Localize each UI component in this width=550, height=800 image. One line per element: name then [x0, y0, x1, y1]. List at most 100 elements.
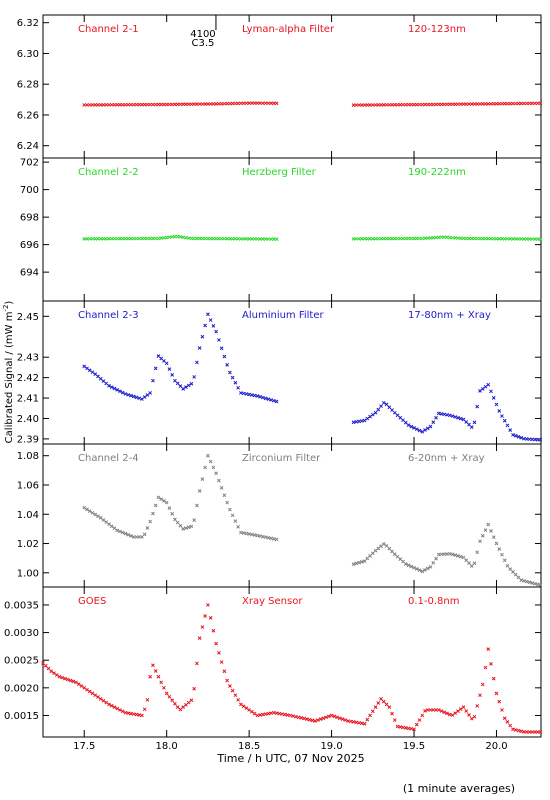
data-point [90, 691, 95, 696]
data-point [494, 236, 499, 241]
data-point [425, 708, 430, 712]
data-point [181, 102, 186, 107]
data-point [478, 102, 482, 106]
data-point [511, 237, 515, 241]
data-point [255, 101, 260, 106]
data-point [236, 385, 240, 390]
data-point [184, 102, 188, 107]
data-point [508, 101, 513, 106]
data-point [153, 503, 158, 508]
data-point [93, 512, 98, 517]
data-point [109, 102, 114, 107]
data-point [519, 578, 524, 582]
data-point [439, 411, 444, 416]
data-point [219, 346, 224, 351]
data-point [337, 716, 342, 721]
data-point [79, 684, 84, 688]
data-point [376, 103, 381, 107]
data-point [434, 415, 438, 420]
data-point [153, 102, 158, 107]
data-point [252, 533, 257, 537]
data-point [357, 560, 361, 565]
channel-label: Channel 2-2 [78, 167, 139, 178]
data-point [137, 396, 142, 401]
panel-channel-2-3: 2.39 2.40 2.41 2.42 2.43 2.45 Channel 2-3 Alumi… [17, 300, 543, 445]
data-point [458, 554, 463, 559]
data-point [398, 415, 403, 420]
data-point [252, 393, 257, 398]
data-point [486, 382, 491, 387]
data-point [175, 705, 180, 710]
data-point [126, 392, 131, 397]
data-point [373, 236, 378, 241]
data-point [112, 102, 117, 107]
data-point [219, 486, 224, 490]
data-point [140, 713, 144, 718]
data-point [151, 236, 155, 241]
data-point [272, 537, 276, 541]
data-point [519, 729, 524, 734]
data-point [332, 714, 337, 719]
data-point [508, 567, 513, 571]
data-point [351, 720, 356, 724]
data-point [250, 709, 254, 714]
data-point [244, 706, 249, 710]
data-point [362, 103, 367, 107]
data-point [445, 102, 449, 107]
data-point [538, 101, 543, 106]
data-point [261, 395, 265, 400]
data-point [365, 416, 370, 421]
data-point [409, 564, 414, 569]
data-point [244, 237, 249, 241]
data-point [329, 713, 334, 718]
data-point [208, 459, 213, 464]
data-point [409, 102, 414, 107]
data-point [359, 236, 364, 241]
data-point [464, 102, 469, 106]
data-point [156, 354, 161, 359]
data-point [241, 391, 246, 396]
data-point [390, 236, 394, 241]
data-point [85, 236, 89, 241]
panel-channel-2-2-series [82, 234, 543, 241]
data-point [131, 535, 136, 539]
data-point [351, 103, 356, 107]
data-point [533, 101, 537, 106]
data-point [527, 580, 532, 585]
data-point [87, 368, 92, 373]
data-point [453, 415, 458, 419]
data-point [296, 715, 301, 720]
y-tick-label: 6.24 [17, 141, 39, 152]
data-point [302, 716, 306, 721]
data-point [379, 103, 383, 107]
data-point [376, 701, 381, 705]
data-point [101, 379, 106, 383]
data-point [414, 236, 419, 241]
data-point [211, 324, 216, 328]
y-tick-label: 0.0030 [4, 628, 39, 639]
data-point [293, 714, 298, 719]
data-point [464, 709, 469, 713]
y-tick-label: 6.32 [17, 18, 39, 29]
data-point [522, 578, 526, 583]
data-point [162, 102, 166, 107]
data-point [513, 728, 518, 732]
data-point [140, 102, 144, 107]
data-point [247, 237, 251, 241]
data-point [123, 710, 128, 715]
data-point [502, 418, 507, 423]
data-point [230, 513, 235, 518]
data-point [442, 412, 447, 417]
data-point [511, 727, 515, 732]
data-point [203, 614, 208, 618]
data-point [266, 535, 271, 540]
data-point [60, 675, 65, 680]
data-point [417, 236, 422, 241]
panel-channel-2-4: 1.00 1.02 1.04 1.06 1.08 Channel 2-4 Zirconium… [17, 443, 543, 588]
data-point [472, 714, 477, 719]
data-point [373, 410, 378, 415]
data-point [206, 453, 210, 458]
data-point [450, 102, 455, 107]
data-point [247, 392, 251, 397]
data-point [359, 103, 364, 107]
